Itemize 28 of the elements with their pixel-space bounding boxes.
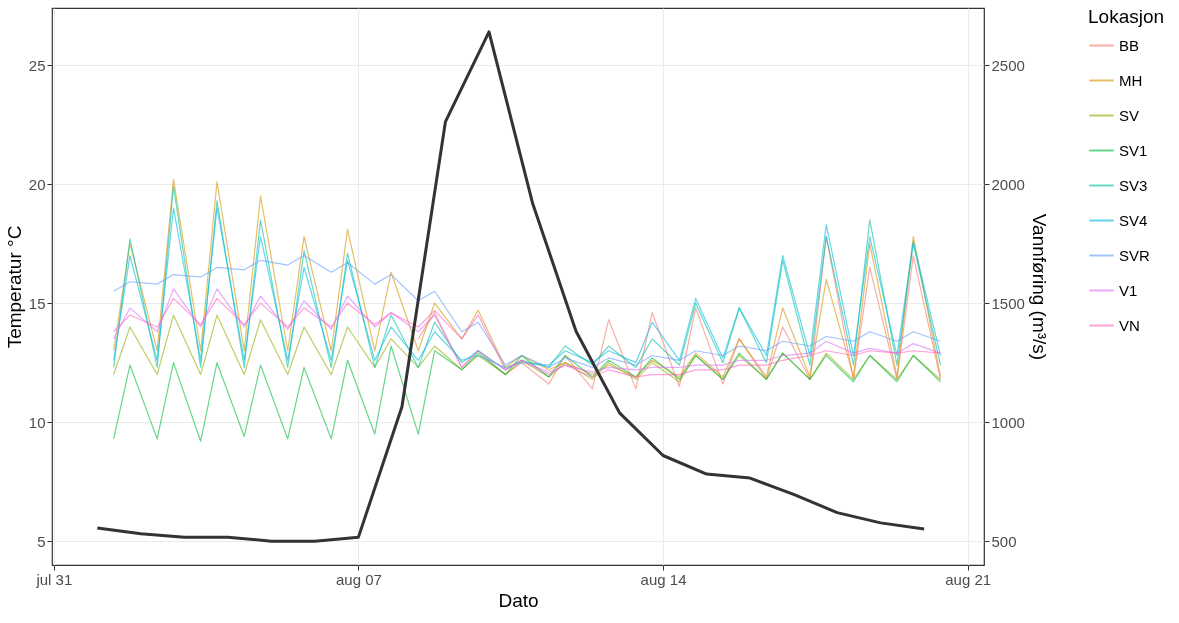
legend-label: SVR xyxy=(1119,246,1151,264)
legend-label: SV3 xyxy=(1119,176,1148,194)
x-tick-label: jul 31 xyxy=(35,570,73,588)
x-axis-title: Dato xyxy=(498,589,539,611)
y2-axis-title: Vannføring (m³/s) xyxy=(1028,213,1050,361)
legend-label: SV1 xyxy=(1119,141,1148,159)
x-tick-label: aug 14 xyxy=(640,570,687,588)
y2-tick-label: 1500 xyxy=(991,294,1025,312)
y-axis-title: Temperatur °C xyxy=(3,225,25,349)
y2-tick-label: 2000 xyxy=(991,175,1025,193)
legend-label: MH xyxy=(1119,71,1143,89)
y2-tick-label: 1000 xyxy=(991,413,1025,431)
legend-label: VN xyxy=(1119,316,1140,334)
legend-label: SV xyxy=(1119,106,1140,124)
x-tick-label: aug 07 xyxy=(335,570,382,588)
legend-label: BB xyxy=(1119,36,1140,54)
y-tick-label: 20 xyxy=(28,175,46,193)
x-tick-label: aug 21 xyxy=(945,570,992,588)
y2-tick-label: 2500 xyxy=(991,56,1025,74)
y-tick-label: 15 xyxy=(28,294,46,312)
y2-tick-label: 500 xyxy=(991,532,1017,550)
y-tick-label: 5 xyxy=(37,532,46,550)
legend-label: V1 xyxy=(1119,281,1138,299)
legend-title: Lokasjon xyxy=(1088,6,1165,27)
y-tick-label: 25 xyxy=(28,56,46,74)
y-tick-label: 10 xyxy=(28,413,46,431)
line-series xyxy=(95,30,926,543)
legend-label: SV4 xyxy=(1119,211,1148,229)
